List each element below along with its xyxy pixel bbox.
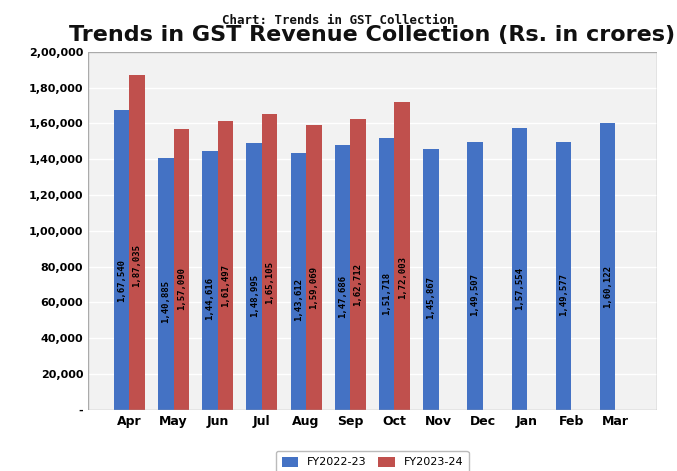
Text: 1,67,540: 1,67,540 [117,260,126,302]
Bar [395,102,410,410]
Text: 1,43,612: 1,43,612 [294,278,303,321]
Bar [379,138,395,410]
Bar [306,125,322,410]
Text: 1,49,577: 1,49,577 [559,273,568,316]
Text: 1,87,035: 1,87,035 [133,244,141,287]
Text: 1,45,867: 1,45,867 [427,276,435,319]
Text: 1,49,507: 1,49,507 [471,273,479,316]
Bar [335,146,350,410]
Text: 1,61,497: 1,61,497 [221,264,230,307]
Bar [350,119,366,410]
Title: Trends in GST Revenue Collection (Rs. in crores): Trends in GST Revenue Collection (Rs. in… [69,24,676,45]
Bar [173,129,189,410]
Bar [202,151,218,410]
Text: 1,48,995: 1,48,995 [250,274,259,317]
Text: 1,57,554: 1,57,554 [515,267,524,310]
Bar [423,149,439,410]
Bar [512,128,527,410]
Legend: FY2022-23, FY2023-24: FY2022-23, FY2023-24 [276,451,468,471]
Text: 1,47,686: 1,47,686 [338,275,347,317]
Text: 1,59,069: 1,59,069 [309,266,318,309]
Bar [129,75,145,410]
Bar [88,52,657,410]
Bar [158,158,173,410]
Bar [262,114,278,410]
Text: 1,65,105: 1,65,105 [265,261,274,304]
Text: Chart: Trends in GST Collection: Chart: Trends in GST Collection [222,14,455,27]
Bar [246,143,262,410]
Text: 1,60,122: 1,60,122 [603,265,612,308]
Text: 1,57,090: 1,57,090 [177,268,185,310]
Text: 1,44,616: 1,44,616 [205,277,215,320]
Bar [218,121,233,410]
Bar [114,110,129,410]
Bar [290,153,306,410]
Bar [467,142,483,410]
Text: 1,62,712: 1,62,712 [353,263,362,306]
Bar [600,123,615,410]
Text: 1,51,718: 1,51,718 [383,271,391,315]
Text: 1,72,003: 1,72,003 [397,256,407,299]
Text: 1,40,885: 1,40,885 [161,280,171,323]
Bar [556,142,571,410]
